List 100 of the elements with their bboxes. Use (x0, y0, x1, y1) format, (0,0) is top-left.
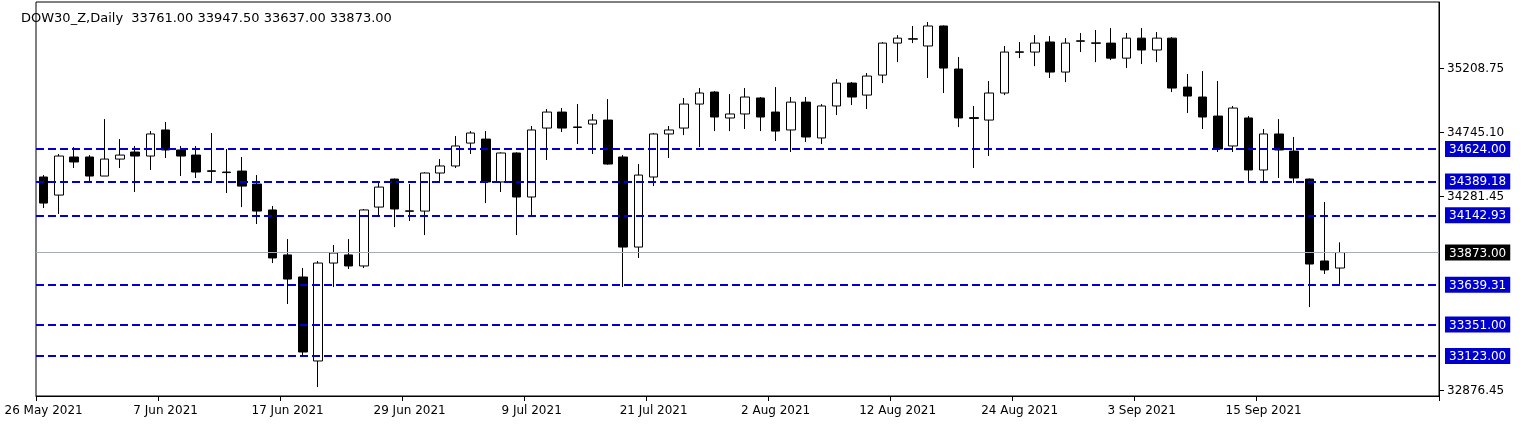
candlestick (176, 145, 186, 177)
candlestick (115, 138, 125, 169)
x-tick-label: 15 Sep 2021 (1225, 403, 1302, 417)
candlestick (252, 174, 262, 225)
y-tick-label: 34281.45 (1447, 189, 1505, 204)
candlestick (832, 78, 841, 116)
x-tick-label: 29 Jun 2021 (373, 403, 446, 417)
candlestick (527, 125, 536, 218)
candlestick (435, 158, 445, 184)
x-tick-label: 12 Aug 2021 (859, 403, 937, 417)
candlestick (695, 87, 704, 148)
candlestick (374, 181, 384, 218)
candlestick (1122, 32, 1131, 69)
candlestick (1137, 27, 1146, 65)
candlestick (862, 72, 872, 110)
candlestick (451, 135, 460, 169)
candlestick (954, 56, 963, 128)
candlestick (847, 81, 857, 106)
x-tick-label: 24 Aug 2021 (981, 403, 1059, 417)
candlestick (1228, 105, 1238, 153)
candlestick (1076, 32, 1085, 53)
candlestick (1335, 241, 1345, 286)
candlestick (1305, 178, 1314, 308)
candlestick (1152, 31, 1162, 63)
candlestick (557, 107, 567, 133)
ref-line-label: 34624.00 (1449, 142, 1507, 157)
candlestick (481, 130, 491, 204)
x-tick-label: 3 Sep 2021 (1107, 403, 1176, 417)
candlestick (1213, 80, 1223, 153)
candlestick (39, 174, 48, 209)
candlestick (939, 24, 948, 94)
candlestick (771, 86, 780, 142)
candlestick (573, 103, 582, 145)
candlestick (1198, 70, 1207, 130)
ref-line-label: 34389.18 (1449, 174, 1507, 189)
candlestick (207, 132, 216, 182)
ref-line-label: 33123.00 (1449, 349, 1507, 364)
candlestick (1061, 37, 1070, 83)
candlestick (161, 121, 170, 159)
candlestick (725, 93, 735, 132)
candlestick (1259, 128, 1268, 184)
candlestick (786, 96, 796, 153)
candlestick (512, 151, 521, 236)
candlestick (664, 125, 674, 159)
candlestick (130, 145, 140, 193)
candlestick (893, 34, 902, 63)
ref-line-label: 34142.93 (1449, 208, 1507, 223)
candlestick (268, 205, 277, 264)
candlestick (588, 113, 597, 155)
candlestick (1045, 35, 1055, 79)
candlestick (1289, 136, 1299, 184)
candlestick (313, 260, 323, 388)
candlestick (1274, 118, 1284, 179)
candlestick (237, 156, 247, 208)
candlestick (466, 130, 475, 155)
candlestick (100, 118, 109, 177)
candlestick (634, 163, 643, 259)
candlestick (801, 96, 811, 143)
candlestick (908, 25, 918, 44)
ref-line-label: 33351.00 (1449, 317, 1507, 332)
candlestick (283, 238, 292, 305)
ref-line-label: 33873.00 (1449, 245, 1507, 260)
y-tick-label: 35208.75 (1447, 61, 1505, 76)
y-tick-label: 34745.10 (1447, 125, 1505, 140)
candlestick (679, 97, 689, 136)
candlestick (420, 171, 430, 236)
candlestick (1167, 36, 1177, 93)
candlestick (1000, 45, 1009, 96)
candlestick (649, 132, 658, 187)
x-tick-label: 7 Jun 2021 (133, 403, 198, 417)
candlestick (344, 238, 353, 270)
candlestick (817, 103, 826, 145)
candlestick (146, 130, 155, 171)
candlestick (923, 21, 933, 79)
candlestick (969, 105, 979, 169)
candlestick (54, 153, 64, 215)
candlestick (1091, 29, 1101, 63)
candlestick (222, 148, 231, 194)
candlestick (1015, 41, 1024, 59)
candlestick (618, 154, 628, 288)
candlestick (69, 146, 79, 169)
x-tick-label: 26 May 2021 (4, 403, 83, 417)
candlestick (298, 267, 308, 356)
ref-line-label: 33639.31 (1449, 277, 1507, 292)
candlestick (390, 178, 399, 228)
candlestick (496, 151, 506, 193)
x-tick-label: 9 Jul 2021 (501, 403, 562, 417)
candlestick (710, 90, 719, 132)
x-tick-label: 21 Jul 2021 (619, 403, 688, 417)
candlestick (542, 108, 552, 161)
candlestick (740, 87, 750, 130)
y-tick-label: 32876.45 (1447, 383, 1505, 398)
x-tick-label: 2 Aug 2021 (741, 403, 811, 417)
candlestick (85, 154, 94, 182)
candlestick (359, 208, 369, 269)
text: DOW30_Z,Daily 33761.00 33947.50 33637.00 33873.00 (21, 10, 392, 25)
candlestick (603, 98, 613, 166)
candlestick (984, 80, 994, 157)
candlestick (756, 96, 765, 132)
candlestick (1183, 73, 1192, 114)
